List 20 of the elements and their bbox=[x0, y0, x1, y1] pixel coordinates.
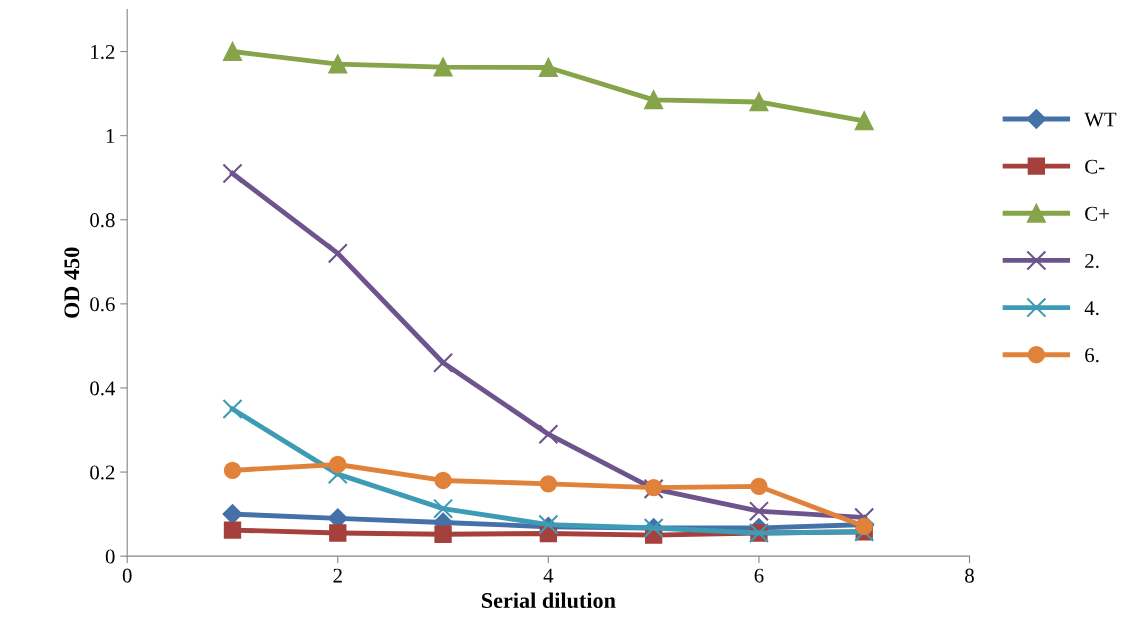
x-tick-label: 2 bbox=[333, 568, 342, 583]
y-tick-label: 0.2 bbox=[90, 465, 115, 480]
y-tick-label: 0 bbox=[105, 549, 115, 564]
y-tick-label: 1 bbox=[106, 129, 115, 143]
x-tick-label: 8 bbox=[965, 568, 974, 583]
legend-label: 2. bbox=[1085, 253, 1099, 269]
legend-label: C- bbox=[1085, 159, 1105, 174]
y-tick-label: 0.6 bbox=[90, 297, 115, 312]
legend-label: C+ bbox=[1085, 206, 1109, 221]
y-tick-label: 0.4 bbox=[90, 381, 116, 396]
legend-label: WT bbox=[1084, 112, 1117, 127]
y-tick-label: 1.2 bbox=[91, 44, 115, 60]
y-tick-label: 0.8 bbox=[90, 213, 115, 228]
x-tick-label: 0 bbox=[122, 568, 132, 583]
legend-label: 4. bbox=[1084, 301, 1099, 316]
y-axis-title: OD 450 bbox=[64, 247, 80, 318]
x-tick-label: 6 bbox=[754, 568, 764, 583]
x-axis-title: Serial dilution bbox=[481, 592, 616, 609]
x-tick-label: 4 bbox=[543, 568, 554, 583]
legend-label: 6. bbox=[1085, 348, 1099, 363]
